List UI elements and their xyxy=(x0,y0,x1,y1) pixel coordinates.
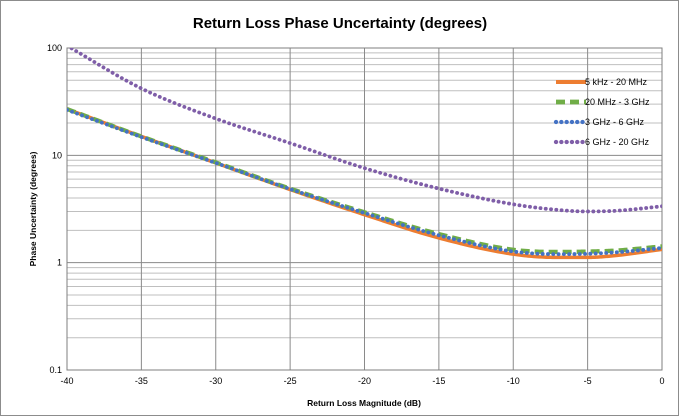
legend-label-3: 3 GHz - 6 GHz xyxy=(585,117,645,127)
series-layer xyxy=(67,48,662,260)
series-line-3 xyxy=(67,108,662,257)
x-tick-label: -30 xyxy=(209,376,222,386)
plot-area xyxy=(66,47,663,371)
legend-label-4: 6 GHz - 20 GHz xyxy=(585,137,650,147)
x-tick-label: -15 xyxy=(432,376,445,386)
x-tick-label: -20 xyxy=(358,376,371,386)
x-tick-label: -40 xyxy=(60,376,73,386)
x-axis-label: Return Loss Magnitude (dB) xyxy=(307,398,421,408)
series-line-4 xyxy=(67,48,662,214)
legend-label-1: 5 kHz - 20 MHz xyxy=(585,77,648,87)
x-tick-label: -5 xyxy=(584,376,592,386)
x-tick-label: 0 xyxy=(659,376,664,386)
grid-layer xyxy=(66,48,663,371)
chart-title: Return Loss Phase Uncertainty (degrees) xyxy=(193,15,487,32)
x-tick-label: -25 xyxy=(284,376,297,386)
y-tick-label: 10 xyxy=(52,150,62,160)
x-tick-label: -10 xyxy=(507,376,520,386)
y-axis-label: Phase Uncertainty (degrees) xyxy=(28,151,38,266)
x-tick-label: -35 xyxy=(135,376,148,386)
y-tick-label: 0.1 xyxy=(49,365,62,375)
y-tick-label: 100 xyxy=(47,43,62,53)
legend: 5 kHz - 20 MHz 20 MHz - 3 GHz 3 GHz - 6 GH… xyxy=(553,77,650,147)
legend-label-2: 20 MHz - 3 GHz xyxy=(585,97,650,107)
y-tick-label: 1 xyxy=(57,258,62,268)
tick-layer: -40 -35 -30 -25 -20 -15 -10 -5 0 0.1 1 10 100 xyxy=(47,43,665,386)
